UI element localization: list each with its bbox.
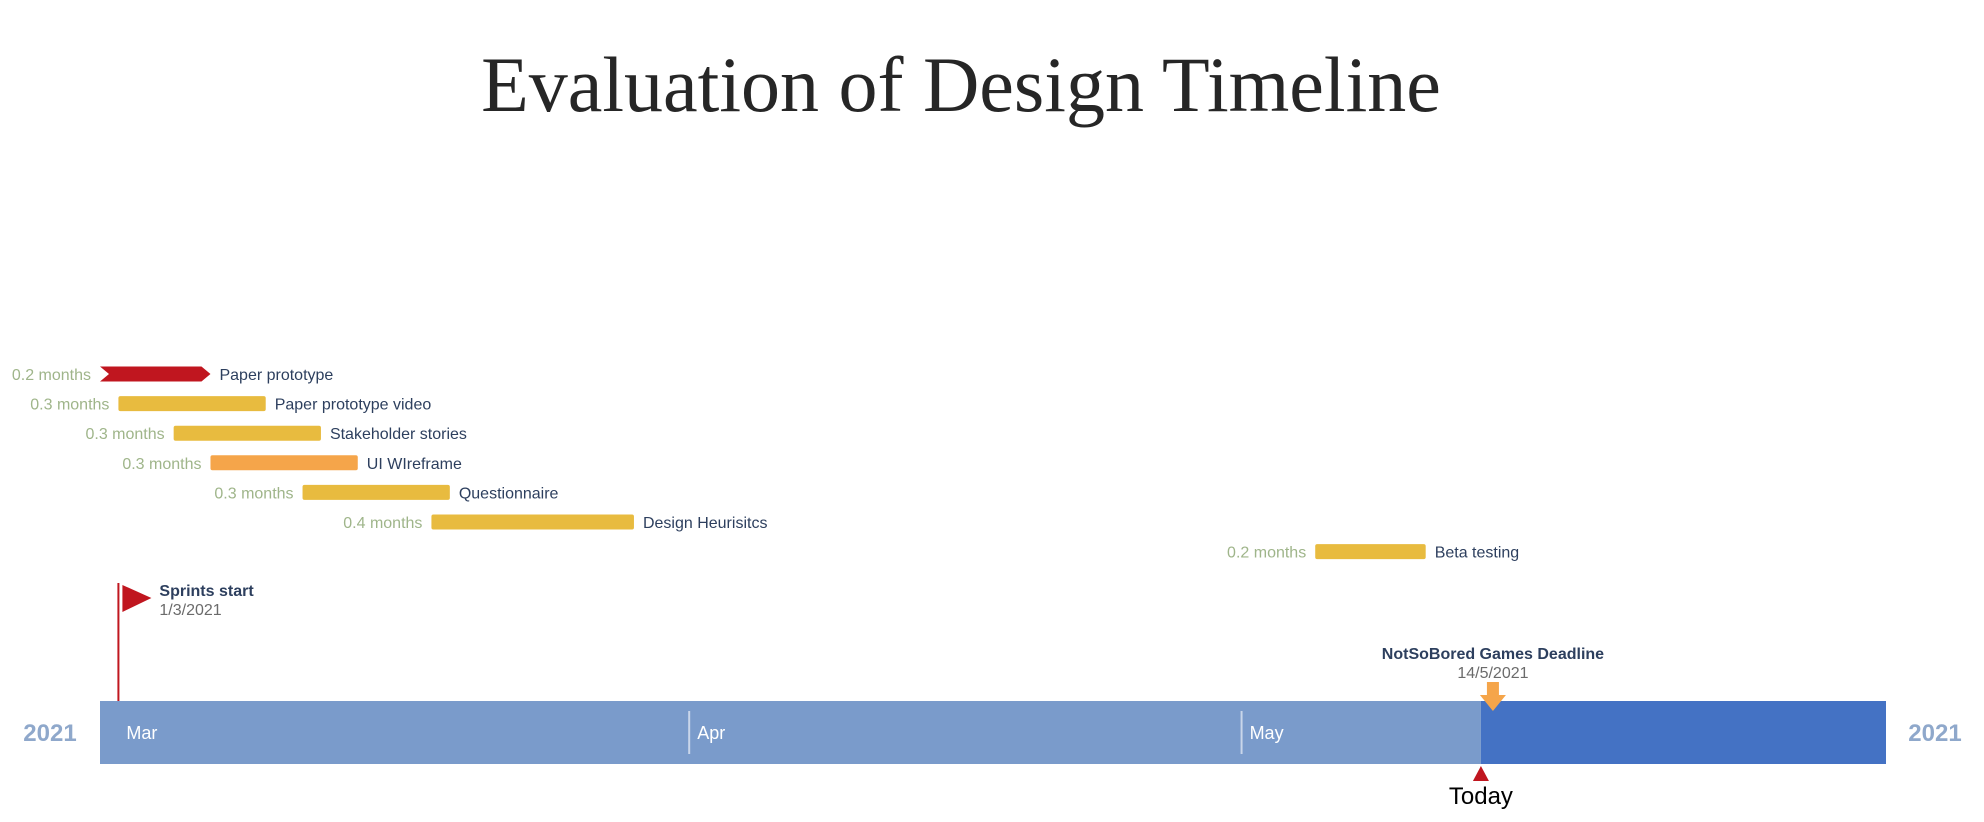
task-row: 0.3 months Questionnaire: [214, 484, 559, 502]
milestones: Sprints start 1/3/2021 NotSoBored Games De…: [117, 583, 1604, 711]
task-duration: 0.2 months: [1227, 545, 1306, 562]
task-bar: [173, 425, 321, 441]
milestone-date: 14/5/2021: [1457, 665, 1528, 682]
task-duration: 0.3 months: [85, 426, 164, 443]
arrow-down-icon: [1479, 682, 1506, 711]
axis-future-band: [1480, 701, 1886, 764]
task-bar: [100, 366, 211, 382]
timeline-axis: Mar Apr May 2021 2021: [23, 701, 1962, 764]
task-row: 0.3 months UI WIreframe: [122, 455, 462, 473]
task-duration: 0.3 months: [214, 485, 293, 502]
milestone: NotSoBored Games Deadline 14/5/2021: [1382, 646, 1604, 711]
today-marker: Today: [1449, 766, 1513, 810]
month-label: Mar: [126, 723, 157, 743]
axis-past-band: [100, 701, 1481, 764]
task-rows: 0.2 months Paper prototype 0.3 months Paper…: [12, 366, 1519, 562]
task-bar: [1315, 544, 1426, 560]
task-label: Questionnaire: [459, 485, 559, 502]
task-row: 0.3 months Paper prototype video: [30, 396, 431, 414]
task-bar: [431, 514, 634, 530]
today-triangle-icon: [1472, 766, 1489, 781]
task-duration: 0.3 months: [122, 456, 201, 473]
task-duration: 0.3 months: [30, 397, 109, 414]
task-label: Paper prototype video: [275, 397, 432, 414]
task-label: Stakeholder stories: [330, 426, 467, 443]
task-row: 0.2 months Paper prototype: [12, 366, 333, 384]
month-label: Apr: [697, 723, 725, 743]
task-row: 0.3 months Stakeholder stories: [85, 425, 467, 443]
task-label: UI WIreframe: [367, 456, 462, 473]
year-label-left: 2021: [23, 720, 76, 747]
task-duration: 0.2 months: [12, 367, 91, 384]
milestone: Sprints start 1/3/2021: [117, 583, 254, 701]
task-bar: [118, 396, 266, 412]
flag-icon: [122, 585, 152, 612]
milestone-name: Sprints start: [159, 583, 254, 600]
milestone-date: 1/3/2021: [159, 602, 221, 619]
today-label: Today: [1449, 783, 1513, 810]
task-row: 0.2 months Beta testing: [1227, 544, 1519, 562]
task-bar: [210, 455, 358, 471]
year-label-right: 2021: [1908, 720, 1961, 747]
milestone-name: NotSoBored Games Deadline: [1382, 646, 1604, 663]
task-label: Design Heurisitcs: [643, 515, 767, 532]
task-bar: [302, 484, 450, 500]
month-label: May: [1250, 723, 1284, 743]
task-label: Beta testing: [1435, 545, 1520, 562]
chart-title: Evaluation of Design Timeline: [481, 41, 1441, 128]
task-label: Paper prototype: [219, 367, 333, 384]
task-duration: 0.4 months: [343, 515, 422, 532]
task-row: 0.4 months Design Heurisitcs: [343, 514, 767, 532]
